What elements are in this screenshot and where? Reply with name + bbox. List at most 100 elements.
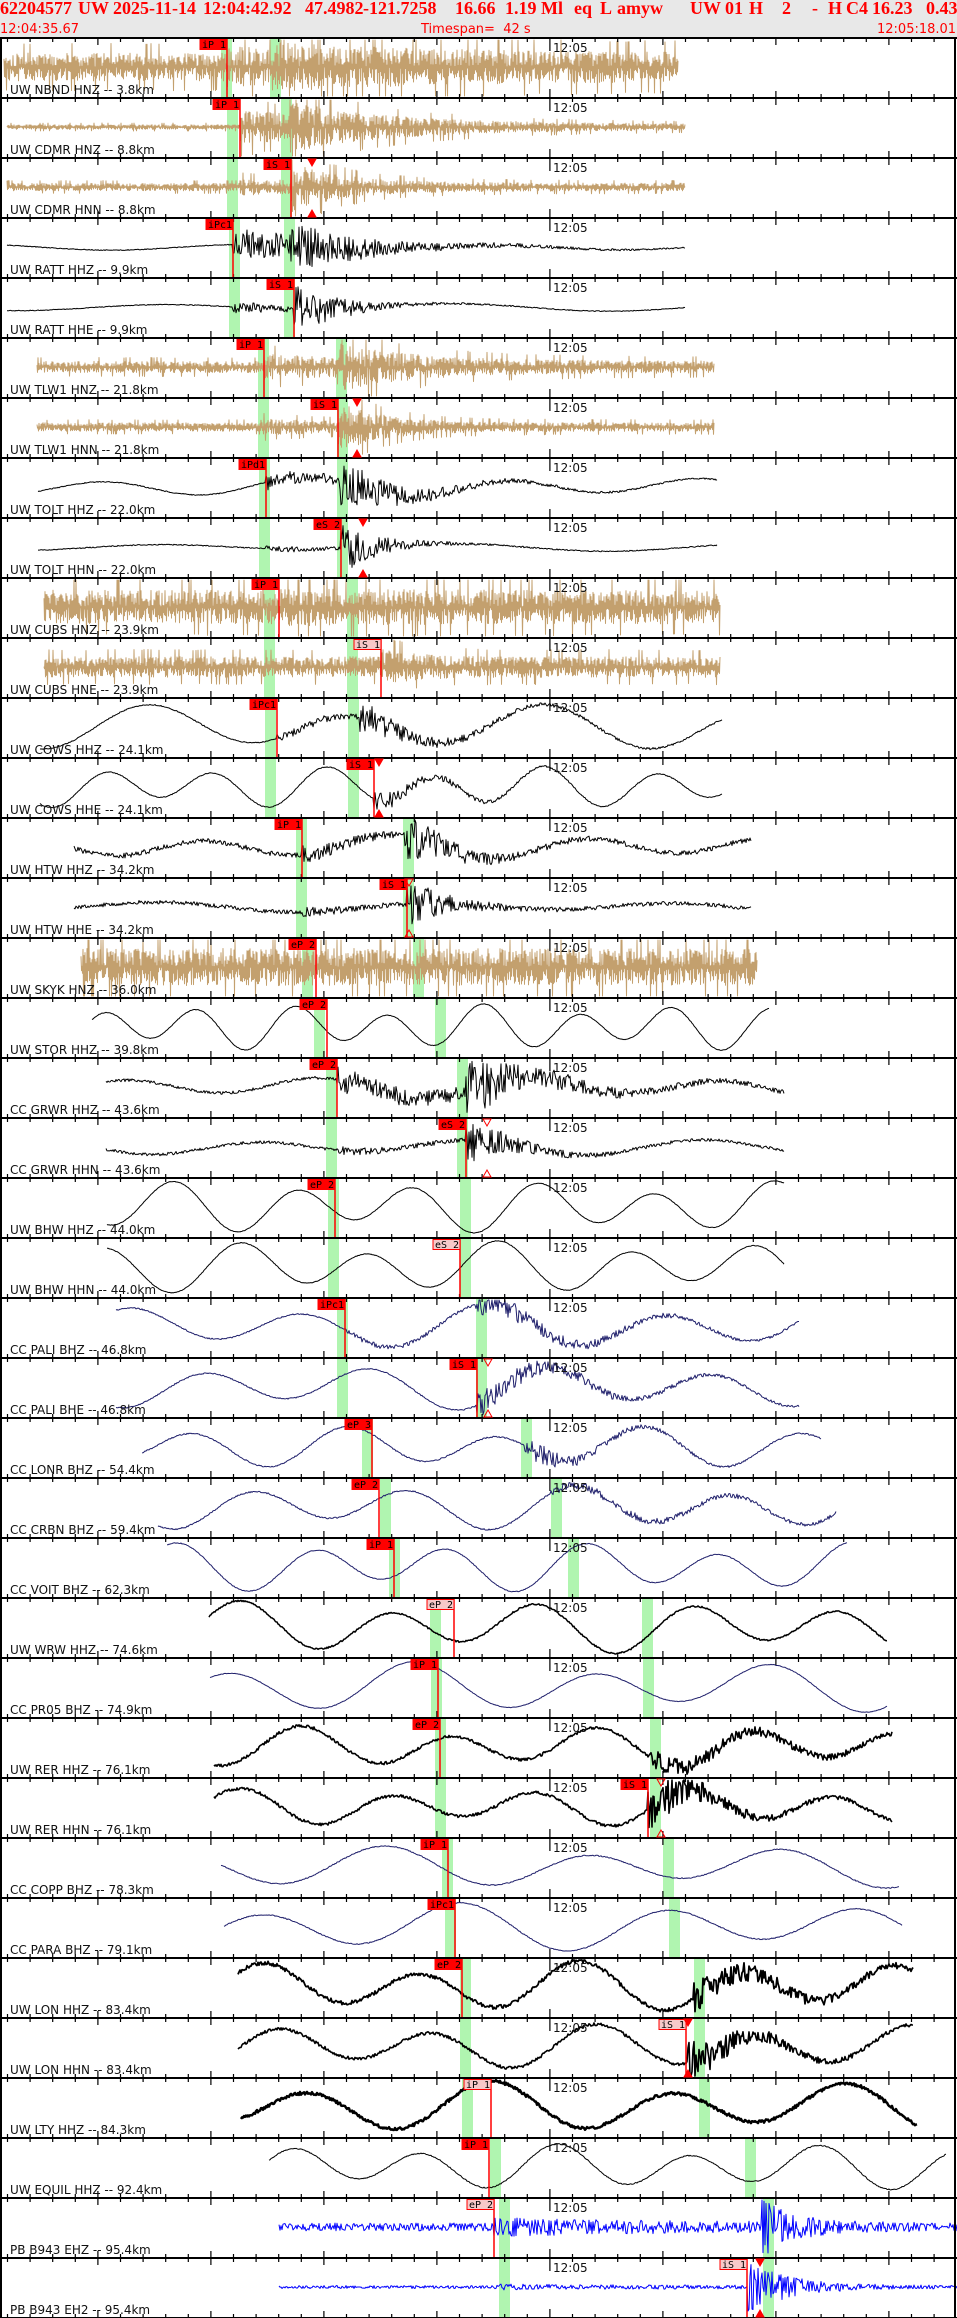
station-label: CC GRWR HHZ -- 43.6km [10, 1103, 160, 1117]
phase-pick: iPc1 [249, 699, 278, 757]
s-arrival-band [699, 2079, 710, 2137]
phase-pick: iS 1 [658, 2019, 687, 2077]
station-label: UW TLW1 HNZ -- 21.8km [10, 383, 159, 397]
auth-source: UW [690, 0, 721, 18]
waveform-trace [220, 1845, 899, 1889]
station-label: PB B943 EHZ -- 95.4km [10, 2243, 151, 2257]
phase-pick: iS 1 [719, 2259, 748, 2317]
waveform-trace [37, 465, 718, 506]
waveform-trace [7, 286, 686, 326]
pick-flag [449, 1359, 478, 1370]
phase-pick: iP 1 [274, 819, 303, 877]
station-label: UW SKYK HNZ -- 36.0km [10, 983, 156, 997]
pick-label: iS 1 [356, 640, 380, 651]
s-arrival-band [663, 1839, 674, 1897]
time-tick-label: 12:05 [553, 1061, 588, 1075]
phase-pick: iP 1 [366, 1539, 395, 1597]
pick-label: iPc1 [252, 700, 276, 711]
station-label: UW STOR HHZ -- 39.8km [10, 1043, 159, 1057]
waveform-trace [166, 1542, 848, 1593]
waveform-trace [209, 1661, 888, 1713]
station-label: UW CUBS HNZ -- 23.9km [10, 623, 159, 637]
waveform-trace [43, 639, 721, 689]
pick-label: iS 1 [722, 2260, 746, 2271]
pick-label: eP 2 [437, 1960, 461, 1971]
pick-label: eP 2 [291, 940, 315, 951]
s-arrival-band [763, 2259, 774, 2317]
phase-pick: eP 2 [434, 1959, 463, 2017]
pick-flag [719, 2259, 748, 2270]
time-tick-label: 12:05 [553, 1841, 588, 1855]
time-tick-label: 12:05 [553, 1601, 588, 1615]
waveform-trace [141, 1424, 822, 1468]
time-tick-label: 12:05 [553, 281, 588, 295]
s-arrival-band [457, 1059, 468, 1117]
pick-flag [313, 519, 342, 530]
station-label: UW EQUIL HHZ -- 92.4km [10, 2183, 162, 2197]
p-arrival-band [430, 1599, 441, 1657]
amplitude-marker-icon [755, 2258, 765, 2318]
separator: - [812, 0, 818, 18]
phase-pick: iP 1 [410, 1659, 439, 1717]
pick-label: iPc1 [208, 220, 232, 231]
waveform-trace [91, 1003, 770, 1051]
phase-pick: iS 1 [310, 399, 339, 457]
pick-flag [317, 1299, 346, 1310]
waveform-trace [213, 1779, 893, 1829]
waveform-trace [43, 579, 721, 637]
pick-flag [205, 219, 234, 230]
pick-label: eP 2 [429, 1600, 453, 1611]
pick-flag [263, 159, 292, 170]
s-arrival-band [745, 2139, 756, 2197]
pick-flag [307, 1179, 336, 1190]
time-tick-label: 12:05 [553, 941, 588, 955]
pick-label: eP 2 [302, 1000, 326, 1011]
s-arrival-band [694, 2019, 705, 2077]
phase-pick: iS 1 [449, 1359, 478, 1417]
value-b: 0.43 [926, 0, 957, 18]
pick-label: eS 2 [435, 1240, 459, 1251]
waveform-trace [39, 765, 723, 810]
station-label: UW TOLT HHZ -- 22.0km [10, 503, 155, 517]
station-label: UW COWS HHZ -- 24.1km [10, 743, 164, 757]
phase-pick: iS 1 [346, 759, 375, 817]
pick-label: eP 2 [415, 1720, 439, 1731]
station-label: UW RER HHZ -- 76.1km [10, 1763, 150, 1777]
pick-flag [420, 1839, 449, 1850]
phase-pick: eP 2 [412, 1719, 441, 1777]
waveform-trace [105, 1060, 785, 1113]
pick-label: iP 1 [369, 1540, 393, 1551]
station-label: UW BHW HHZ -- 44.0km [10, 1223, 155, 1237]
s-arrival-band [284, 279, 295, 337]
station-label: UW RATT HHZ -- 9.9km [10, 263, 148, 277]
phase-pick: iP 1 [199, 39, 228, 97]
amplitude-marker-icon [307, 158, 317, 218]
station-label: PB B943 EH2 -- 95.4km [10, 2303, 150, 2317]
pick-label: iPd1 [241, 460, 265, 471]
amplitude-marker-icon [683, 2018, 693, 2078]
time-tick-label: 12:05 [553, 1661, 588, 1675]
phase-pick: iS 1 [266, 279, 295, 337]
p-arrival-band [445, 1899, 456, 1957]
station-label: UW WRW HHZ -- 74.6km [10, 1643, 158, 1657]
amplitude-marker-icon [404, 878, 414, 938]
s-arrival-band [476, 1299, 487, 1357]
panel-grid [0, 37, 957, 2318]
pick-label: eP 2 [469, 2200, 493, 2211]
waveform-trace [213, 1724, 893, 1775]
phase-pick: iPc1 [205, 219, 234, 277]
time-tick-label: 12:05 [553, 1241, 588, 1255]
time-tick-label: 12:05 [553, 2021, 588, 2035]
pick-flag [288, 939, 317, 950]
p-arrival-band [462, 2079, 473, 2137]
station-label: CC GRWR HHN -- 43.6km [10, 1163, 160, 1177]
s-arrival-band [337, 519, 348, 577]
analyst: amyw [617, 0, 663, 18]
pick-flag [658, 2019, 687, 2030]
pick-label: iP 1 [413, 1660, 437, 1671]
station-label: UW CDMR HNZ -- 8.8km [10, 143, 155, 157]
pick-flag [410, 1659, 439, 1670]
pick-label: iPc1 [430, 1900, 454, 1911]
waveform-trace [107, 1240, 785, 1294]
time-tick-label: 12:05 [553, 821, 588, 835]
